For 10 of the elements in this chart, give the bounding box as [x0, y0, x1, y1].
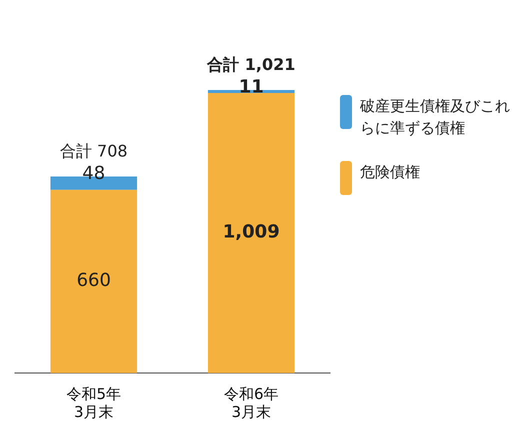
total-label: 合計 708 [60, 142, 128, 161]
legend-label: 破産更生債権及びこれらに準ずる債権 [360, 96, 511, 139]
legend-label: 危険債権 [360, 162, 421, 183]
x-tick-label: 令和6年 3月末 [224, 384, 279, 421]
bar [208, 93, 295, 373]
data-label: 1,009 [222, 222, 280, 243]
total-label: 合計 1,021 [206, 55, 296, 74]
x-tick-label: 令和5年 3月末 [66, 384, 122, 421]
data-label: 660 [76, 270, 111, 292]
bar [50, 190, 138, 373]
